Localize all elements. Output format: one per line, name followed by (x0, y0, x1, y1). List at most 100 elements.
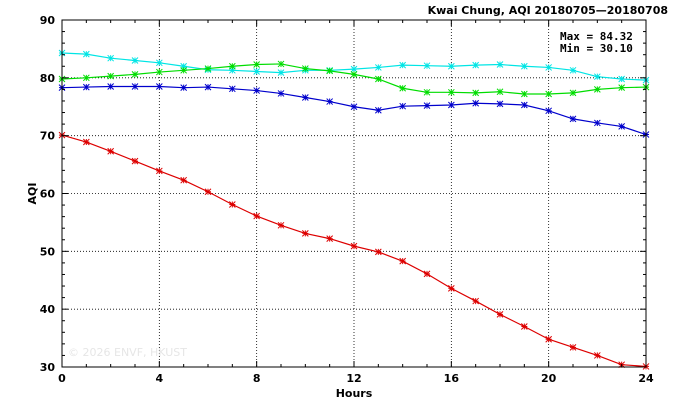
data-point (447, 284, 455, 292)
data-point (350, 65, 358, 73)
data-point (82, 50, 90, 58)
data-point (131, 71, 139, 78)
data-point (545, 335, 553, 343)
data-point (107, 83, 115, 90)
data-point (496, 88, 504, 96)
watermark: © 2026 ENVF, HKUST (68, 346, 187, 359)
data-point (228, 62, 236, 70)
data-point (350, 71, 358, 78)
data-point (569, 115, 577, 123)
data-point (618, 75, 626, 83)
axis-ticks: 0 4 8 12 16 20 24 30 40 50 60 70 80 90 (40, 14, 654, 385)
y-axis-label: AQI (26, 183, 39, 205)
data-point (301, 94, 309, 101)
y-tick-label: 60 (40, 188, 56, 201)
data-point (107, 72, 115, 80)
data-point (399, 84, 407, 92)
data-point (350, 103, 358, 111)
data-point (472, 61, 480, 69)
data-point (472, 99, 480, 107)
data-point (520, 323, 528, 330)
data-point (180, 62, 188, 70)
data-point (496, 100, 504, 108)
data-point (326, 235, 334, 242)
x-axis-label: Hours (336, 387, 373, 400)
data-point (423, 62, 431, 70)
data-point (447, 62, 455, 70)
data-point (253, 68, 261, 75)
data-point (131, 157, 139, 165)
data-point (204, 83, 212, 91)
data-point (253, 212, 261, 220)
y-tick-label: 50 (40, 245, 56, 258)
data-point (569, 66, 577, 74)
data-point (180, 66, 188, 74)
data-point (180, 84, 188, 92)
data-point (204, 188, 212, 196)
data-point (472, 297, 480, 305)
data-point (277, 69, 285, 76)
data-point (423, 88, 431, 96)
data-point (423, 270, 431, 278)
min-stat: Min = 30.10 (560, 42, 633, 55)
data-point (374, 106, 382, 114)
data-point (472, 89, 480, 97)
data-point (253, 87, 261, 94)
y-tick-label: 30 (40, 361, 56, 374)
data-point (82, 138, 90, 146)
series-group (58, 49, 650, 370)
data-point (618, 84, 626, 92)
data-point (131, 83, 139, 90)
data-point (399, 257, 407, 265)
chart-title: Kwai Chung, AQI 20180705—20180708 (428, 4, 668, 17)
data-point (569, 89, 577, 97)
data-point (569, 343, 577, 351)
data-point (301, 65, 309, 72)
data-point (374, 75, 382, 83)
data-point (131, 57, 139, 64)
data-point (277, 60, 285, 68)
x-tick-label: 4 (156, 372, 164, 385)
data-point (399, 61, 407, 69)
y-tick-label: 70 (40, 130, 56, 143)
data-point (277, 221, 285, 229)
data-point (326, 98, 334, 105)
data-point (520, 90, 528, 98)
data-point (107, 147, 115, 155)
data-point (423, 102, 431, 109)
data-point (496, 311, 504, 318)
data-point (618, 123, 626, 130)
data-point (155, 167, 163, 175)
x-tick-label: 12 (346, 372, 361, 385)
data-point (82, 74, 90, 82)
x-tick-label: 8 (253, 372, 261, 385)
data-point (447, 101, 455, 109)
data-point (253, 61, 261, 68)
data-point (326, 67, 334, 75)
data-point (155, 59, 163, 67)
data-point (593, 73, 601, 81)
data-point (593, 352, 601, 359)
data-point (545, 90, 553, 98)
data-point (277, 90, 285, 97)
data-point (545, 64, 553, 71)
data-point (374, 64, 382, 71)
data-point (447, 88, 455, 96)
data-point (399, 102, 407, 110)
data-point (520, 101, 528, 109)
series-3 (58, 83, 650, 138)
y-tick-label: 40 (40, 303, 56, 316)
data-point (82, 83, 90, 91)
data-point (496, 61, 504, 68)
data-point (350, 242, 358, 250)
data-point (155, 83, 163, 90)
x-tick-label: 0 (58, 372, 66, 385)
data-point (107, 54, 115, 62)
y-tick-label: 80 (40, 72, 56, 85)
data-point (301, 230, 309, 237)
data-point (155, 68, 163, 76)
data-point (180, 176, 188, 184)
data-point (228, 201, 236, 208)
